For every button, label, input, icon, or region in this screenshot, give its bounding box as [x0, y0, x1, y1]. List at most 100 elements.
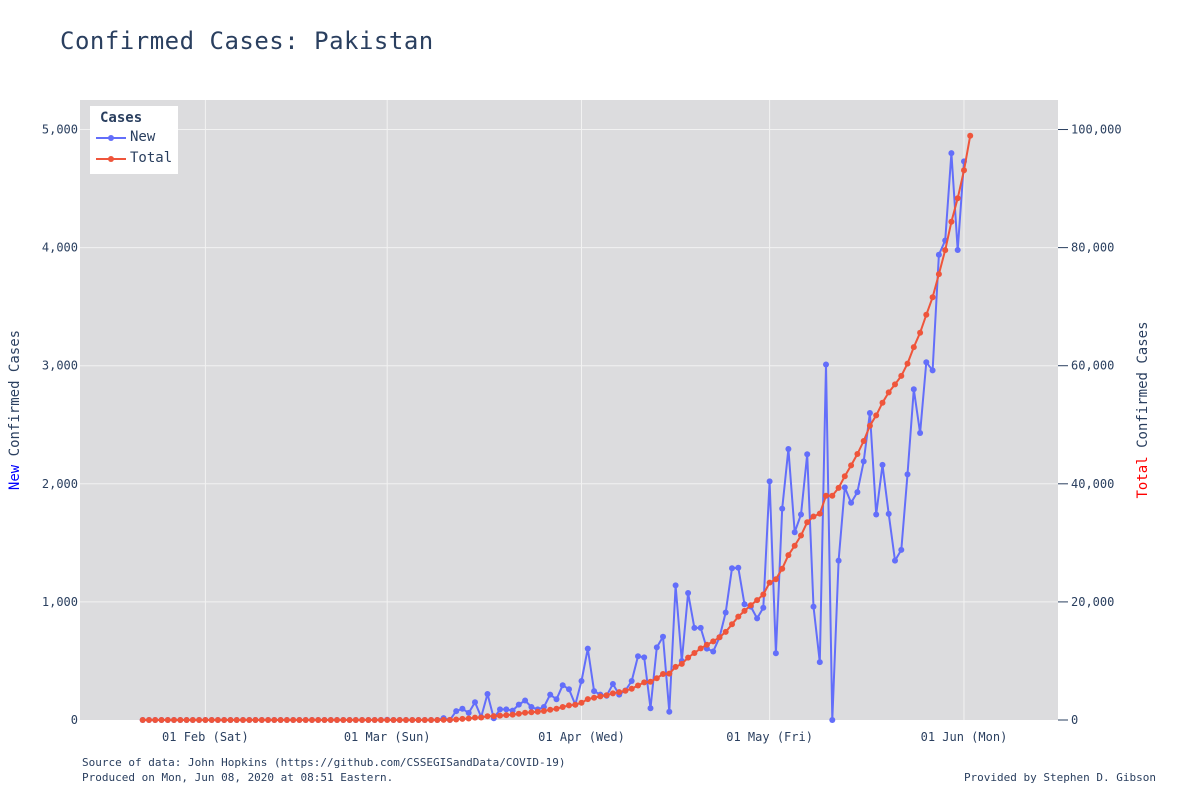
data-point-new	[810, 603, 817, 610]
data-point-total	[854, 451, 861, 457]
y-right-tick-label: 40,000	[1071, 477, 1114, 491]
data-point-total	[428, 717, 435, 723]
data-point-total	[478, 714, 485, 721]
data-point-total	[515, 710, 522, 717]
data-point-total	[584, 696, 591, 703]
data-point-new	[528, 704, 535, 710]
data-point-total	[465, 715, 472, 722]
data-point-total	[409, 717, 416, 723]
data-point-new	[898, 546, 905, 553]
series-total	[139, 132, 974, 723]
legend-title: Cases	[100, 110, 143, 126]
data-point-total	[139, 717, 146, 723]
data-point-new	[729, 565, 735, 572]
data-point-total	[879, 399, 886, 406]
y-right-tick-label: 100,000	[1071, 123, 1122, 137]
legend-item-new[interactable]: New	[96, 128, 178, 148]
data-point-total	[635, 682, 641, 689]
data-point-total	[377, 717, 384, 723]
data-point-total	[528, 709, 535, 716]
data-point-total	[352, 717, 359, 723]
data-point-total	[371, 717, 378, 723]
data-point-total	[609, 690, 616, 697]
data-point-total	[591, 694, 598, 701]
data-point-total	[735, 613, 742, 620]
data-point-total	[641, 679, 648, 686]
data-point-total	[547, 706, 554, 713]
data-point-new	[779, 505, 786, 512]
data-point-new	[660, 633, 666, 640]
data-point-new	[635, 653, 641, 660]
data-point-total	[252, 717, 259, 723]
data-point-new	[766, 478, 773, 485]
legend-label-new: New	[130, 129, 156, 145]
data-point-total	[647, 678, 654, 685]
data-point-total	[904, 360, 911, 367]
data-point-total	[816, 510, 823, 517]
x-axis-ticks: 01 Feb (Sat) 01 Mar (Sun) 01 Apr (Wed) 01 M…	[162, 730, 1007, 744]
data-point-total	[359, 717, 366, 723]
plot-area	[80, 100, 1058, 720]
data-point-total	[390, 717, 397, 723]
data-point-total	[334, 717, 340, 723]
data-point-total	[710, 638, 717, 645]
chart-title: Confirmed Cases: Pakistan	[60, 27, 434, 55]
data-point-total	[628, 685, 635, 692]
data-point-total	[277, 717, 284, 723]
y-right-tick-label: 20,000	[1071, 595, 1114, 609]
data-point-new	[691, 624, 698, 631]
data-point-new	[515, 701, 522, 708]
data-point-new	[854, 489, 861, 496]
data-point-total	[146, 717, 152, 723]
data-point-new	[816, 659, 823, 666]
data-point-total	[754, 597, 761, 604]
data-point-total	[791, 542, 798, 549]
data-point-new	[954, 247, 961, 253]
data-point-new	[609, 681, 616, 687]
data-point-new	[835, 557, 842, 564]
data-point-new	[785, 446, 792, 452]
data-point-total	[722, 628, 729, 635]
data-point-total	[616, 689, 623, 696]
data-point-new	[566, 686, 572, 693]
data-point-total	[923, 311, 930, 318]
data-point-total	[835, 484, 842, 491]
y-right-tick-label: 60,000	[1071, 359, 1114, 373]
x-tick-label: 01 May (Fri)	[726, 730, 813, 744]
data-point-total	[396, 717, 403, 723]
data-point-total	[691, 650, 698, 656]
y-left-tick-label: 3,000	[42, 359, 78, 373]
data-point-total	[240, 717, 246, 723]
data-point-new	[459, 705, 466, 712]
data-point-new	[628, 678, 635, 684]
data-point-new	[578, 678, 585, 684]
data-point-total	[804, 519, 811, 526]
data-point-new	[798, 511, 804, 518]
data-point-new	[735, 564, 742, 571]
y-right-tick-label: 0	[1071, 713, 1078, 727]
data-point-new	[804, 451, 811, 458]
data-point-new	[904, 471, 911, 478]
y-left-tick-label: 5,000	[42, 123, 78, 137]
data-point-total	[672, 663, 679, 670]
y-left-tick-label: 4,000	[42, 241, 78, 255]
data-point-total	[309, 717, 315, 723]
data-point-total	[559, 704, 566, 710]
data-point-total	[553, 705, 560, 712]
data-point-total	[823, 492, 829, 499]
data-point-total	[898, 372, 905, 379]
data-point-new	[741, 601, 748, 608]
data-point-total	[340, 717, 347, 723]
data-point-new	[559, 682, 566, 689]
data-point-total	[258, 717, 265, 723]
x-tick-label: 01 Jun (Mon)	[921, 730, 1008, 744]
data-point-total	[798, 532, 804, 539]
legend-item-total[interactable]: Total	[96, 149, 178, 169]
data-point-total	[810, 513, 817, 520]
data-point-total	[961, 167, 967, 174]
data-point-total	[885, 389, 892, 396]
data-point-total	[572, 701, 579, 708]
x-tick-label: 01 Feb (Sat)	[162, 730, 249, 744]
y-left-tick-label: 2,000	[42, 477, 78, 491]
y-axis-left-label: New Confirmed Cases	[7, 330, 23, 490]
